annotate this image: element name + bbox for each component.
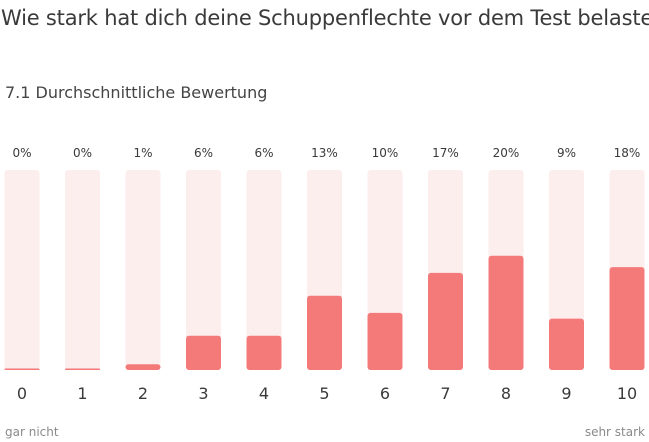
value-labels: 0% 0% 1% 6% 6% 13% 10% 17% 20% 9% 18% xyxy=(12,146,640,160)
value-label-3: 6% xyxy=(194,146,213,160)
value-label-2: 1% xyxy=(133,146,152,160)
scale-low-label: gar nicht xyxy=(5,425,59,439)
category-label-5: 5 xyxy=(319,384,329,403)
bar-9 xyxy=(549,318,584,370)
category-label-3: 3 xyxy=(198,384,208,403)
bar-7 xyxy=(428,272,463,370)
bar-1 xyxy=(65,368,100,370)
bar-track-2 xyxy=(125,170,161,370)
category-label-8: 8 xyxy=(501,384,511,403)
chart-title: Wie stark hat dich deine Schuppenflechte… xyxy=(1,6,649,30)
value-label-10: 18% xyxy=(614,146,641,160)
chart-subtitle: 7.1 Durchschnittliche Bewertung xyxy=(5,83,268,102)
bar-track-0 xyxy=(4,170,40,370)
value-label-8: 20% xyxy=(493,146,520,160)
bar-6 xyxy=(367,312,403,370)
bar-2 xyxy=(125,364,161,370)
bar-4 xyxy=(246,335,282,370)
value-label-4: 6% xyxy=(254,146,273,160)
value-label-7: 17% xyxy=(432,146,459,160)
category-label-4: 4 xyxy=(259,384,269,403)
category-label-6: 6 xyxy=(380,384,390,403)
bars xyxy=(4,255,645,370)
scale-high-label: sehr stark xyxy=(584,425,645,439)
value-label-1: 0% xyxy=(73,146,92,160)
value-label-0: 0% xyxy=(12,146,31,160)
bar-track-1 xyxy=(65,170,100,370)
category-label-10: 10 xyxy=(617,384,637,403)
value-label-9: 9% xyxy=(557,146,576,160)
category-label-9: 9 xyxy=(561,384,571,403)
category-labels: 0 1 2 3 4 5 6 7 8 9 10 xyxy=(17,384,637,403)
bar-3 xyxy=(186,335,221,370)
category-label-7: 7 xyxy=(440,384,450,403)
category-label-2: 2 xyxy=(138,384,148,403)
category-label-1: 1 xyxy=(77,384,87,403)
bar-8 xyxy=(488,255,524,370)
bar-0 xyxy=(4,368,40,370)
bar-track-3 xyxy=(186,170,221,370)
bar-10 xyxy=(609,267,645,370)
category-label-0: 0 xyxy=(17,384,27,403)
bar-5 xyxy=(307,295,342,370)
value-label-5: 13% xyxy=(311,146,338,160)
bar-track-4 xyxy=(246,170,282,370)
value-label-6: 10% xyxy=(372,146,399,160)
